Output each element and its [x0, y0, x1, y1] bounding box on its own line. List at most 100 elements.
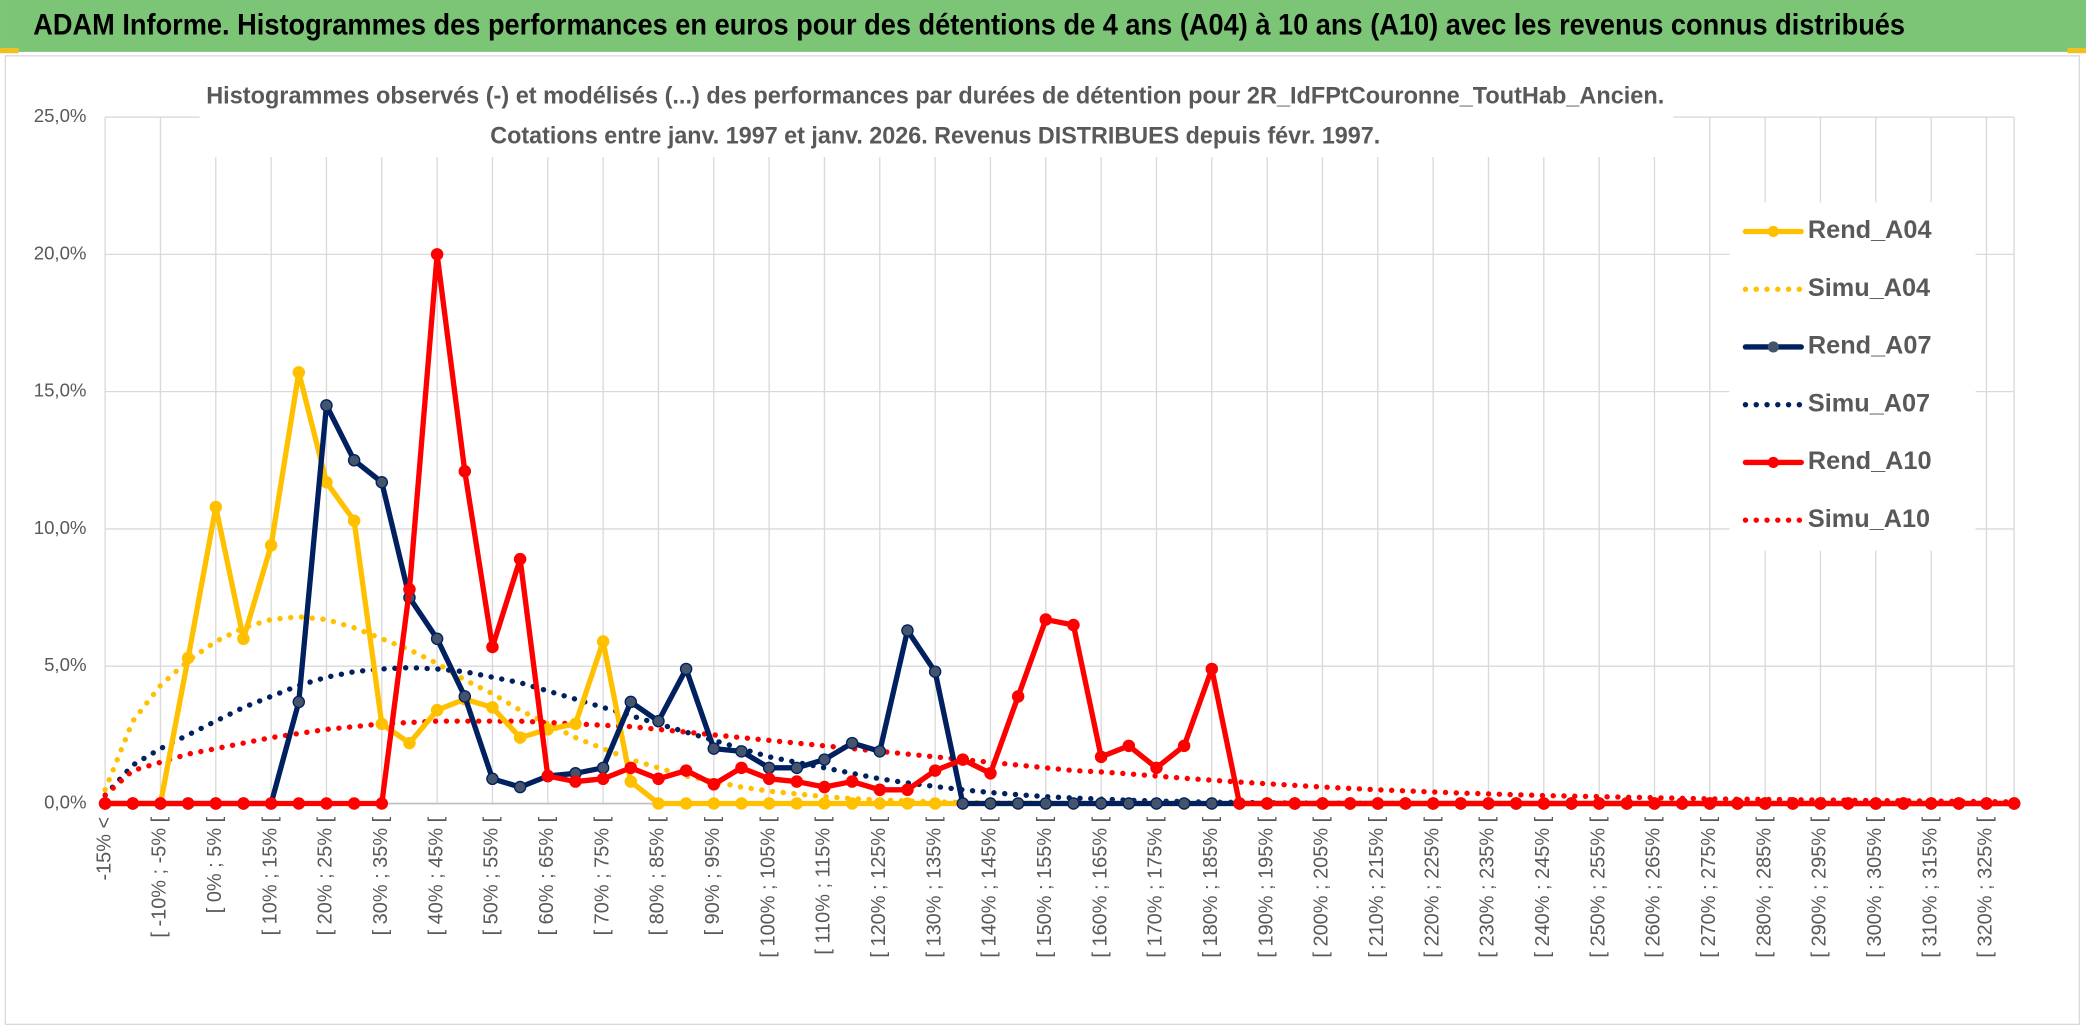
point	[513, 780, 527, 794]
point	[1150, 797, 1163, 810]
chart-title: Histogrammes observés (-) et modélisés (…	[206, 82, 1664, 109]
point	[873, 797, 887, 810]
y-tick-label: 15,0%	[34, 380, 87, 401]
point	[264, 797, 278, 810]
point	[264, 539, 278, 552]
series-line	[102, 251, 2017, 807]
point	[735, 745, 748, 758]
point	[237, 797, 250, 810]
point	[984, 797, 997, 810]
point	[1094, 750, 1108, 764]
point	[984, 767, 997, 780]
x-tick-label: -15% <	[93, 817, 115, 881]
point	[569, 717, 582, 731]
point	[1288, 797, 1302, 810]
plot	[98, 248, 2021, 810]
point	[1482, 797, 1495, 810]
point	[347, 797, 361, 810]
x-tick-label: [ 100% ; 105% [	[757, 816, 779, 957]
x-tick-label: [ 280% ; 285% [	[1753, 816, 1775, 957]
legend-label: Rend_A10	[1808, 447, 1932, 475]
point	[624, 695, 638, 709]
point	[1980, 797, 1993, 810]
point	[1703, 797, 1717, 810]
x-tick-label: [ 90% ; 95% [	[702, 816, 724, 935]
legend-label: Rend_A07	[1808, 332, 1932, 360]
point	[652, 714, 665, 728]
x-tick-label: [ 230% ; 235% [	[1477, 816, 1499, 957]
point	[513, 731, 527, 744]
point	[596, 761, 610, 775]
point	[1399, 797, 1412, 810]
point	[292, 366, 306, 379]
point	[873, 783, 887, 797]
header-title: ADAM Informe. Histogrammes des performan…	[33, 9, 1905, 41]
point	[320, 399, 333, 412]
point	[1067, 797, 1080, 810]
point	[430, 632, 444, 646]
point	[707, 742, 721, 755]
point	[845, 736, 859, 750]
point	[292, 797, 306, 810]
point	[98, 797, 112, 810]
x-tick-label: [ 40% ; 45% [	[425, 816, 447, 935]
point	[1094, 797, 1108, 810]
point	[901, 797, 914, 810]
point	[901, 624, 914, 637]
point	[1537, 797, 1551, 810]
point	[790, 797, 804, 810]
legend-marker	[1767, 341, 1779, 353]
point	[873, 745, 887, 758]
point	[1343, 797, 1357, 810]
point	[845, 775, 859, 788]
legend-marker	[1767, 456, 1779, 469]
point	[320, 797, 333, 810]
point	[901, 783, 914, 797]
point	[458, 690, 472, 703]
x-tick-label: [ 0% ; 5% [	[204, 816, 226, 913]
point	[679, 662, 693, 676]
x-tick-label: [ 80% ; 85% [	[647, 816, 669, 935]
point	[320, 476, 333, 489]
series-line	[102, 614, 2017, 807]
point	[652, 797, 665, 810]
x-tick-label: [ 270% ; 275% [	[1698, 816, 1720, 957]
point	[1205, 662, 1219, 676]
point	[956, 797, 970, 810]
point	[237, 632, 250, 646]
point	[1731, 797, 1744, 810]
legend-label: Simu_A04	[1808, 274, 1930, 302]
x-tick-label: [ 180% ; 185% [	[1200, 816, 1222, 957]
chart-subtitle: Cotations entre janv. 1997 et janv. 2026…	[490, 122, 1380, 149]
x-tick-label: [ 290% ; 295% [	[1809, 816, 1831, 957]
point	[375, 797, 389, 810]
header-bar	[0, 0, 2086, 52]
corner-accent	[0, 47, 19, 54]
point	[818, 780, 831, 794]
point	[1454, 797, 1468, 810]
point	[1067, 618, 1080, 632]
point	[1177, 739, 1191, 753]
point	[624, 761, 638, 775]
point	[707, 797, 721, 810]
x-tick-label: [ 130% ; 135% [	[923, 816, 945, 957]
x-tick-label: [ 60% ; 65% [	[536, 816, 558, 935]
point	[1233, 797, 1246, 810]
point	[735, 797, 748, 810]
x-tick-label: [ 120% ; 125% [	[868, 816, 890, 957]
x-tick-label: [ 300% ; 305% [	[1864, 816, 1886, 957]
point	[1897, 797, 1910, 810]
point	[347, 454, 361, 467]
point	[347, 514, 361, 527]
corner-accent	[2067, 47, 2086, 54]
point	[679, 797, 693, 810]
x-tick-label: [ -10% ; -5% [	[149, 816, 171, 937]
y-tick-label: 0,0%	[44, 791, 86, 812]
point	[541, 769, 555, 783]
point	[1426, 797, 1440, 810]
legend-label: Rend_A04	[1808, 216, 1932, 244]
point	[1260, 797, 1274, 810]
point	[209, 500, 223, 514]
